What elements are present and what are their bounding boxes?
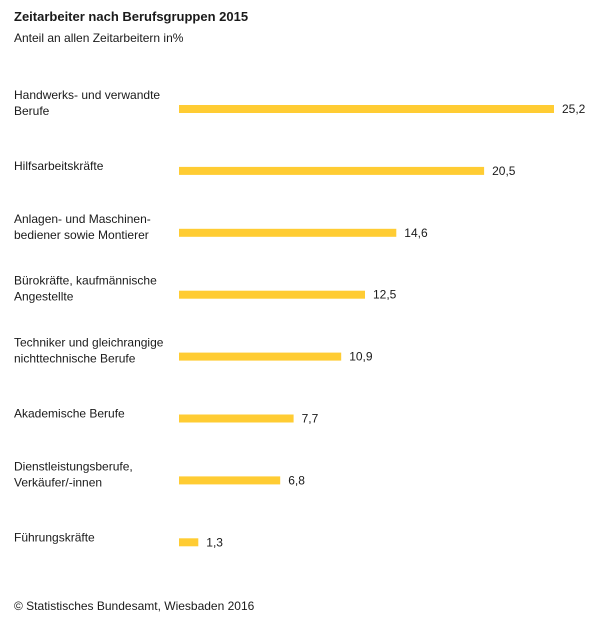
bar-chart: 25,2 Handwerks- und verwandte Berufe 20,5 Hi… [14,88,586,549]
bar [179,105,554,113]
category-label: Akademische Berufe [14,407,125,421]
bar [179,166,485,175]
chart-title: Zeitarbeiter nach Berufsgruppen 2015 [14,9,249,24]
data-label: 6,8 [288,473,305,487]
bar [179,290,365,299]
category-label: Verkäufer/-innen [14,475,102,489]
category-label: Techniker und gleichrangige [14,336,164,350]
data-label: 25,2 [562,102,586,116]
bar [179,228,397,237]
category-label: Anlagen- und Maschinen- [14,212,151,226]
data-label: 10,9 [349,350,373,364]
category-label: Handwerks- und verwandte [14,88,160,102]
bar [179,476,281,485]
data-label: 20,5 [492,164,516,178]
category-label: bediener sowie Montierer [14,228,149,242]
chart-subtitle: Anteil an allen Zeitarbeitern in% [14,31,184,45]
category-label: Bürokräfte, kaufmännische [14,274,157,288]
bar [179,414,294,423]
category-label: Hilfsarbeitskräfte [14,159,104,173]
data-label: 14,6 [404,226,428,240]
category-label: Berufe [14,104,50,118]
data-label: 12,5 [373,288,397,302]
bar [179,538,199,547]
data-label: 7,7 [302,412,319,426]
bar [179,352,342,361]
category-label: Führungskräfte [14,530,95,544]
category-label: nichttechnische Berufe [14,352,136,366]
data-label: 1,3 [206,535,223,549]
category-label: Angestellte [14,290,74,304]
source-note: © Statistisches Bundesamt, Wiesbaden 201… [14,599,255,613]
category-label: Dienstleistungsberufe, [14,459,133,473]
